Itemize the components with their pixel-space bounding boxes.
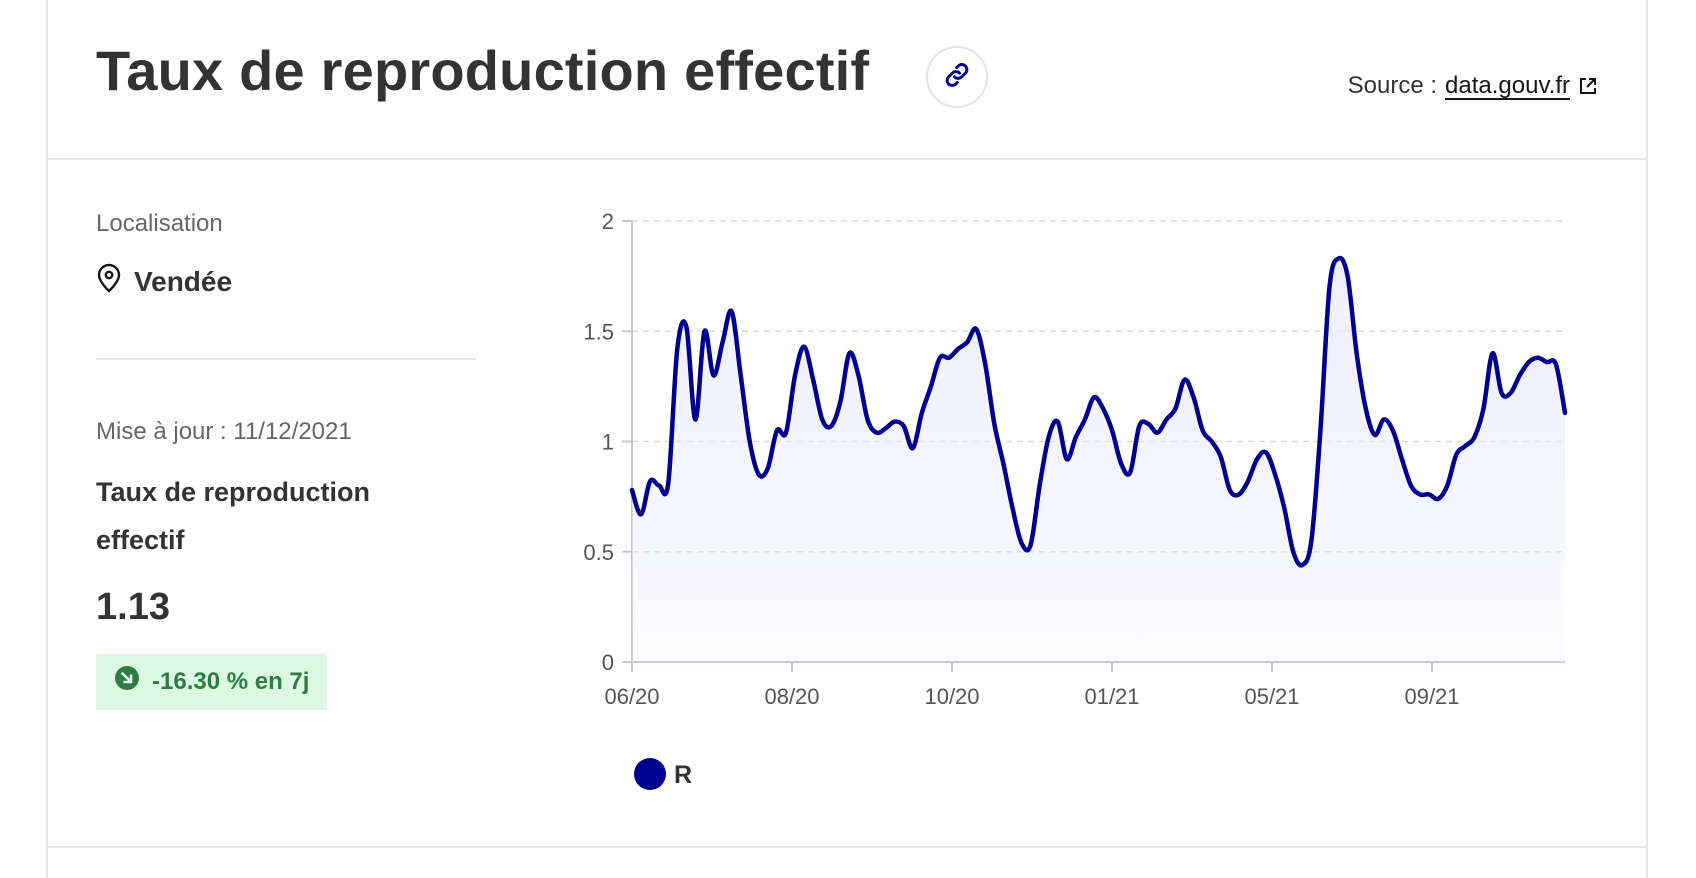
- external-link-icon: [1578, 76, 1598, 96]
- source-link[interactable]: data.gouv.fr: [1445, 72, 1598, 100]
- link-icon: [942, 60, 972, 95]
- indicator-value: 1.13: [96, 586, 170, 628]
- x-tick-label: 09/21: [1404, 684, 1459, 709]
- page-title: Taux de reproduction effectif: [96, 39, 870, 102]
- indicator-card: Taux de reproduction effectif Source : d…: [46, 0, 1648, 878]
- update-date: Mise à jour : 11/12/2021: [96, 418, 352, 445]
- y-tick-label: 2: [602, 209, 614, 234]
- variation-text: -16.30 % en 7j: [152, 668, 310, 695]
- map-pin-icon: [96, 263, 122, 293]
- x-tick-label: 01/21: [1084, 684, 1139, 709]
- card-header: Taux de reproduction effectif Source : d…: [48, 0, 1646, 160]
- series-area-r: [632, 258, 1565, 662]
- source-link-text: data.gouv.fr: [1445, 72, 1570, 99]
- location-selector[interactable]: Vendée: [96, 263, 233, 298]
- copy-link-button[interactable]: [926, 46, 988, 108]
- location-value: Vendée: [134, 266, 233, 297]
- y-tick-label: 0: [602, 650, 614, 675]
- x-tick-label: 06/20: [604, 684, 659, 709]
- series-line-r: [629, 255, 1568, 568]
- indicator-name: Taux de reproduction effectif: [96, 477, 371, 555]
- y-tick-label: 1.5: [583, 319, 614, 344]
- legend-swatch-r: [634, 758, 666, 790]
- source: Source : data.gouv.fr: [1348, 72, 1598, 100]
- y-tick-label: 1: [602, 430, 614, 455]
- x-tick-label: 05/21: [1244, 684, 1299, 709]
- legend-label-r: R: [674, 761, 692, 789]
- variation-badge: -16.30 % en 7j: [96, 654, 328, 710]
- source-label: Source :: [1347, 72, 1438, 99]
- x-tick-label: 10/20: [924, 684, 979, 709]
- location-label: Localisation: [96, 210, 223, 237]
- arrow-down-right-icon: [114, 665, 140, 691]
- y-tick-label: 0.5: [583, 540, 614, 565]
- card-bottom-divider: [48, 846, 1646, 848]
- x-tick-label: 08/20: [764, 684, 819, 709]
- divider: [96, 358, 476, 360]
